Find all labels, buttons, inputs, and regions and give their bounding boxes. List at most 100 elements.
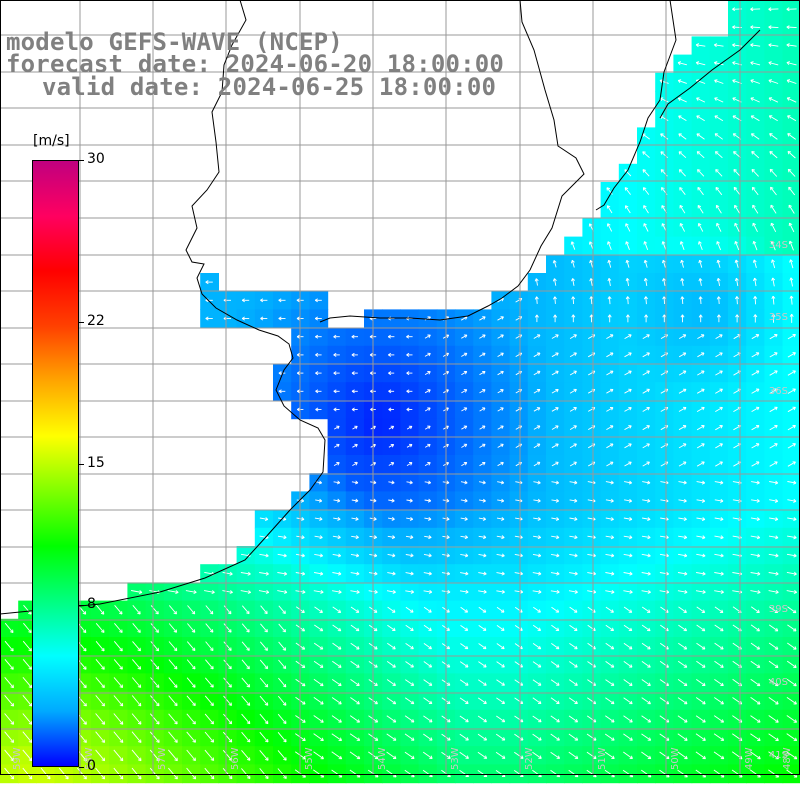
wind-vector <box>313 697 324 705</box>
wind-vector <box>333 498 341 503</box>
wind-vector <box>787 535 797 540</box>
wind-vector <box>406 334 413 339</box>
wind-vector <box>460 480 468 485</box>
wind-vector <box>333 334 340 339</box>
valid-date: valid date: 2024-06-25 18:00:00 <box>42 73 497 101</box>
lon-label: 55W <box>304 747 315 770</box>
wind-vector <box>388 352 395 357</box>
wind-vector <box>387 571 396 576</box>
wind-vector <box>241 316 250 321</box>
wind-vector <box>768 624 779 632</box>
wind-vector <box>678 334 687 339</box>
wind-vector <box>607 241 612 250</box>
wind-vector <box>713 733 725 741</box>
wind-vector <box>4 622 14 634</box>
wind-vector <box>750 660 761 668</box>
wind-vector <box>769 133 778 140</box>
wind-vector <box>568 589 578 594</box>
wind-vector <box>386 679 396 686</box>
wind-vector <box>131 767 142 780</box>
wind-vector <box>714 553 724 558</box>
wind-vector <box>607 296 612 305</box>
lon-label: 50W <box>670 747 681 770</box>
wind-vector <box>569 643 578 650</box>
wind-vector <box>642 388 650 394</box>
wind-vector <box>751 168 759 177</box>
wind-vector <box>550 589 560 594</box>
wind-vector <box>95 641 105 652</box>
wind-vector <box>551 407 559 412</box>
wind-vector <box>405 535 414 540</box>
wind-vector <box>404 733 415 741</box>
wind-vector <box>259 695 269 706</box>
wind-vector <box>315 389 322 394</box>
wind-vector <box>495 733 506 741</box>
wind-vector <box>644 314 649 323</box>
wind-vector <box>333 516 341 521</box>
wind-vector <box>496 643 505 650</box>
wind-vector <box>698 314 703 323</box>
wind-vector <box>714 535 724 540</box>
wind-vector <box>750 115 760 122</box>
wind-cell <box>782 728 800 747</box>
wind-vector <box>461 425 468 430</box>
wind-vector <box>77 604 87 615</box>
wind-vector <box>514 751 524 759</box>
wind-vector <box>643 223 649 232</box>
wind-vector <box>768 733 779 741</box>
wind-vector <box>607 314 612 323</box>
wind-vector <box>277 750 287 761</box>
wind-vector <box>314 553 323 558</box>
wind-vector <box>534 296 539 304</box>
wind-vector <box>496 571 505 576</box>
wind-vector <box>241 677 251 688</box>
wind-vector <box>734 222 740 232</box>
wind-vector <box>168 641 178 652</box>
wind-vector <box>388 462 395 466</box>
wind-cell <box>782 746 800 765</box>
wind-vector <box>331 679 342 687</box>
wind-vector <box>532 643 542 650</box>
wind-vector <box>788 186 796 196</box>
wind-vector <box>605 624 615 632</box>
wind-vector <box>715 334 723 339</box>
wind-vector <box>769 480 779 485</box>
wind-vector <box>606 461 614 467</box>
wind-vector <box>570 241 576 250</box>
wind-vector <box>625 314 630 323</box>
wind-vector <box>113 677 124 689</box>
wind-cell <box>782 709 800 729</box>
wind-vector <box>787 370 796 376</box>
wind-vector <box>460 553 469 558</box>
wind-vector <box>678 169 686 177</box>
wind-vector <box>770 186 777 196</box>
forecast-date: forecast date: 2024-06-20 18:00:00 <box>6 50 505 78</box>
wind-vector <box>350 606 360 613</box>
wind-vector <box>696 571 706 576</box>
wind-vector <box>479 352 486 357</box>
wind-vector <box>423 733 433 741</box>
wind-vector <box>787 352 796 358</box>
wind-vector <box>241 731 251 743</box>
wind-vector <box>752 222 758 233</box>
wind-vector <box>423 589 433 594</box>
wind-cell <box>782 200 800 219</box>
wind-vector <box>388 425 395 430</box>
wind-vector <box>186 659 196 670</box>
colorbar-tick-mark <box>79 767 84 768</box>
wind-vector <box>769 168 778 177</box>
wind-vector <box>770 204 777 214</box>
wind-vector <box>4 749 15 762</box>
wind-vector <box>114 623 123 633</box>
wind-vector <box>679 241 685 251</box>
wind-vector <box>568 697 578 705</box>
wind-vector <box>715 388 723 394</box>
wind-vector <box>351 535 359 540</box>
wind-vector <box>22 767 33 780</box>
wind-vector <box>551 352 559 358</box>
wind-vector <box>643 259 648 268</box>
wind-vector <box>571 296 576 305</box>
wind-vector <box>388 516 395 521</box>
wind-vector <box>278 659 287 670</box>
wind-vector <box>623 733 633 741</box>
